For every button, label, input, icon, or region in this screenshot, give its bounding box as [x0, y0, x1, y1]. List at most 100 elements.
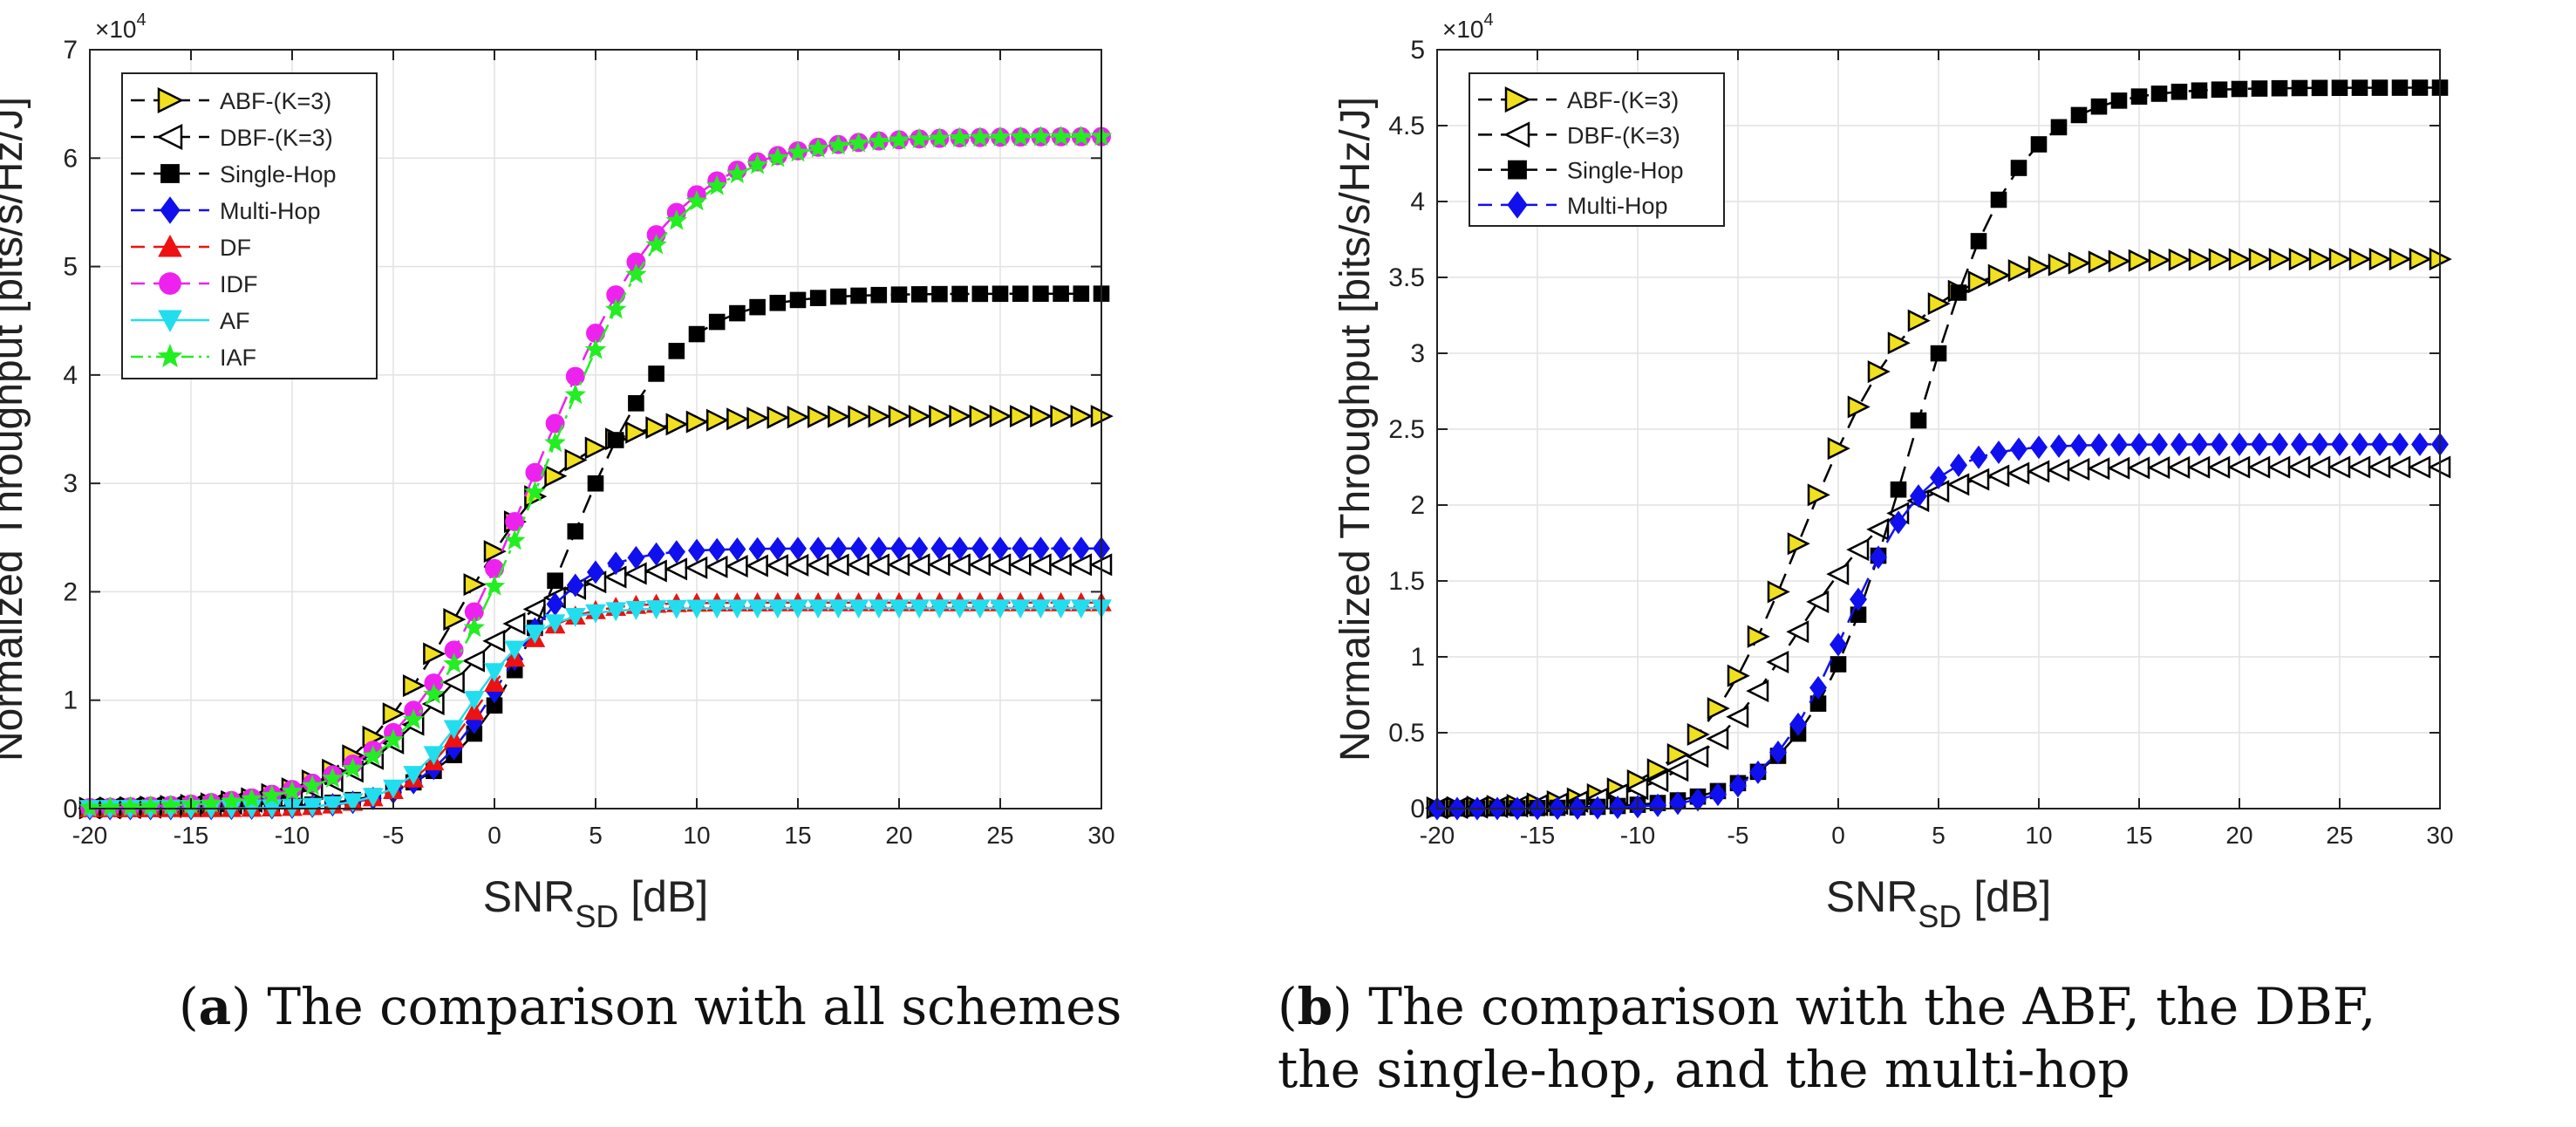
data-point	[1946, 473, 1970, 496]
data-point	[645, 233, 667, 255]
data-point	[443, 652, 465, 673]
data-point	[848, 132, 869, 153]
data-point	[1826, 563, 1850, 586]
data-point	[483, 575, 506, 596]
data-point	[969, 126, 992, 147]
x-tick-label: 15	[2125, 822, 2152, 849]
data-point	[423, 683, 445, 704]
data-point	[910, 286, 928, 303]
data-point	[910, 536, 929, 561]
data-point	[322, 767, 344, 788]
data-point	[850, 287, 867, 304]
data-point	[645, 416, 669, 440]
data-point	[648, 365, 664, 382]
data-point	[1686, 745, 1709, 768]
data-point	[1689, 788, 1707, 812]
data-point	[726, 599, 748, 619]
data-point	[2191, 82, 2208, 99]
data-point	[726, 162, 748, 184]
data-point	[1930, 465, 1947, 489]
data-point	[342, 757, 364, 778]
data-point	[1930, 345, 1947, 362]
legend-marker	[158, 310, 182, 333]
data-point	[726, 407, 750, 431]
x-tick-label: -15	[174, 822, 208, 849]
data-point	[2130, 433, 2148, 457]
x-tick-label: -15	[1520, 822, 1555, 849]
data-point	[2328, 248, 2352, 271]
caption-a-letter: a	[198, 977, 232, 1036]
data-point	[890, 536, 908, 561]
data-point	[1666, 759, 1689, 782]
data-point	[2248, 248, 2272, 271]
data-point	[667, 540, 685, 564]
data-point	[2268, 248, 2292, 271]
data-point	[769, 294, 787, 311]
data-point	[140, 795, 161, 816]
x-axis-label-unit: [dB]	[1961, 872, 2051, 921]
data-point	[2231, 432, 2248, 456]
data-point	[485, 558, 504, 578]
data-point	[160, 794, 182, 816]
data-point	[482, 629, 506, 652]
data-point	[2010, 437, 2027, 461]
data-point	[828, 405, 851, 428]
data-point	[2371, 79, 2389, 96]
data-point	[1966, 468, 1990, 491]
data-point	[990, 599, 1011, 619]
data-point	[625, 263, 647, 284]
data-point	[607, 551, 625, 576]
legend-marker	[1507, 191, 1528, 219]
data-point	[585, 604, 606, 624]
y-axis-label: Normalized Throughput [bits/s/Hz/J]	[1332, 97, 1379, 762]
data-point	[2291, 79, 2308, 97]
data-point	[1646, 758, 1670, 782]
data-point	[1950, 453, 1967, 477]
data-point	[1687, 722, 1710, 746]
data-point	[2171, 433, 2188, 456]
data-point	[2110, 92, 2128, 109]
legend-label: Single-Hop	[1567, 158, 1684, 184]
legend-marker	[160, 196, 181, 224]
data-point	[1669, 791, 1687, 816]
y-tick-label: 2.5	[1388, 415, 1425, 444]
data-point	[645, 600, 667, 620]
data-point	[1707, 697, 1730, 721]
legend-marker	[156, 123, 183, 151]
data-point	[2291, 432, 2308, 456]
data-point	[1032, 536, 1050, 561]
data-point	[668, 343, 685, 359]
y-tick-label: 4	[63, 361, 78, 390]
data-point	[705, 408, 729, 432]
data-point	[1053, 285, 1069, 302]
data-point	[2391, 432, 2409, 456]
data-point	[2110, 433, 2128, 457]
data-point	[1866, 517, 1890, 541]
data-point	[706, 599, 728, 619]
data-point	[809, 536, 828, 561]
data-point	[383, 779, 404, 799]
data-point	[2030, 435, 2048, 460]
data-point	[1806, 590, 1830, 613]
legend-label: AF	[220, 308, 250, 334]
data-point	[748, 536, 767, 561]
data-point	[665, 599, 687, 619]
data-point	[2311, 432, 2328, 456]
y-tick-label: 1.5	[1388, 567, 1425, 596]
data-point	[2070, 434, 2088, 458]
data-point	[281, 780, 303, 801]
data-point	[1032, 285, 1049, 303]
data-point	[787, 140, 809, 162]
y-multiplier: ×104	[95, 10, 147, 43]
y-tick-label: 4.5	[1388, 112, 1425, 140]
x-axis-label-unit: [dB]	[618, 872, 708, 921]
data-point	[2150, 85, 2168, 102]
data-point	[1907, 309, 1931, 332]
data-point	[890, 286, 908, 304]
data-point	[749, 298, 766, 316]
data-point	[868, 130, 890, 151]
x-tick-label: -5	[1728, 822, 1749, 849]
data-point	[789, 291, 807, 309]
data-point	[1767, 580, 1790, 604]
